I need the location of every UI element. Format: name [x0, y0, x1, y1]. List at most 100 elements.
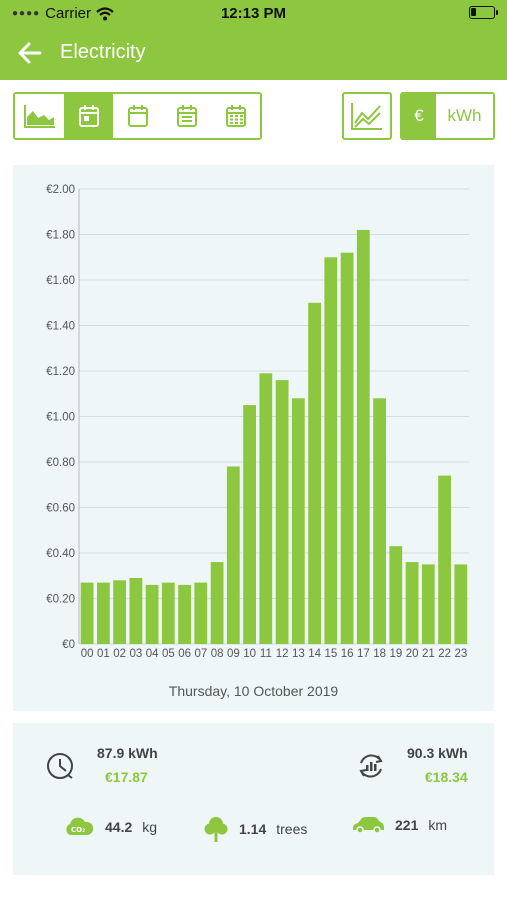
x-tick-label: 23 — [455, 648, 468, 660]
x-tick-label: 16 — [341, 648, 354, 660]
status-time: 12:13 PM — [220, 5, 287, 22]
co2-cloud-icon: CO₂ — [66, 817, 94, 835]
bar-hour-07[interactable] — [194, 582, 208, 644]
y-tick-label: €1.40 — [46, 321, 75, 333]
period-selector — [13, 92, 262, 140]
estimate-kwh: 90.3 kWh — [407, 745, 468, 761]
page-title: Electricity — [60, 41, 146, 63]
summary-estimate: 90.3 kWh €18.34 — [407, 745, 468, 785]
bar-hour-14[interactable] — [308, 302, 321, 645]
car-unit: km — [428, 817, 448, 833]
x-tick-label: 19 — [390, 648, 403, 660]
bar-hour-08[interactable] — [210, 562, 224, 644]
bar-hour-06[interactable] — [178, 584, 191, 644]
x-tick-label: 07 — [195, 648, 208, 660]
car-icon — [353, 817, 384, 834]
bar-hour-05[interactable] — [161, 582, 175, 644]
co2-unit: kg — [142, 819, 158, 835]
x-tick-label: 04 — [146, 648, 159, 660]
clock-icon — [47, 753, 73, 779]
trees-unit: trees — [276, 821, 308, 837]
co2-value: 44.2 — [105, 819, 133, 835]
calendar-year-icon — [225, 105, 246, 127]
y-tick-label: €0.80 — [46, 457, 75, 469]
bar-hour-11[interactable] — [259, 373, 273, 644]
bar-hour-09[interactable] — [226, 466, 240, 645]
bar-hour-19[interactable] — [389, 546, 403, 644]
x-tick-label: 20 — [406, 648, 419, 660]
battery-icon — [469, 6, 498, 19]
tab-week[interactable] — [113, 94, 162, 138]
x-tick-label: 13 — [292, 648, 305, 660]
co2-stat: CO₂ 44.2 kg — [63, 815, 157, 839]
bar-hour-16[interactable] — [340, 252, 354, 644]
bar-hour-02[interactable] — [113, 580, 126, 644]
bar-hour-00[interactable] — [80, 582, 94, 644]
carrier-name: Carrier — [45, 5, 92, 22]
y-tick-label: €0.60 — [46, 503, 75, 515]
status-bar: ●●●● Carrier 12:13 PM — [0, 0, 507, 26]
eco-stats: CO₂ 44.2 kg 1.14 trees 221 km — [13, 815, 494, 845]
unit-kwh-button[interactable]: kWh — [436, 94, 493, 138]
wifi-icon — [96, 6, 114, 20]
tab-overview[interactable] — [15, 94, 64, 138]
area-chart-icon — [23, 105, 55, 128]
x-tick-label: 17 — [357, 648, 370, 660]
x-tick-label: 12 — [276, 648, 289, 660]
bar-hour-15[interactable] — [324, 257, 338, 645]
calendar-month-icon — [176, 105, 197, 127]
toolbar: € kWh — [0, 92, 507, 140]
x-tick-label: 02 — [113, 648, 126, 660]
x-tick-label: 18 — [373, 648, 386, 660]
tab-month[interactable] — [162, 94, 211, 138]
bar-hour-17[interactable] — [356, 229, 370, 644]
bar-hour-12[interactable] — [275, 380, 289, 644]
summary-actual: 87.9 kWh €17.87 — [97, 745, 158, 785]
bar-hour-01[interactable] — [97, 582, 110, 644]
x-tick-label: 10 — [243, 648, 256, 660]
trend-toggle-button[interactable] — [342, 92, 392, 140]
bar-hour-18[interactable] — [373, 398, 386, 644]
chart-panel: €0 €0.20 €0.40 €0.60 €0.80 €1.00 €1.20 €1.40 €1.… — [13, 165, 494, 711]
estimate-cost: €18.34 — [424, 769, 468, 785]
x-tick-label: 15 — [325, 648, 338, 660]
trees-value: 1.14 — [239, 821, 267, 837]
tab-year[interactable] — [211, 94, 260, 138]
bar-hour-22[interactable] — [438, 475, 451, 644]
y-tick-label: €2.00 — [46, 184, 75, 196]
consumption-bar-chart: €0 €0.20 €0.40 €0.60 €0.80 €1.00 €1.20 €1.40 €1.… — [46, 184, 469, 660]
bar-hour-21[interactable] — [421, 564, 435, 644]
y-tick-label: €0.40 — [46, 548, 75, 560]
y-tick-label: €1.20 — [46, 366, 75, 378]
x-tick-label: 11 — [260, 648, 272, 660]
y-tick-label: €1.80 — [46, 230, 75, 242]
calendar-week-icon — [127, 105, 148, 127]
tree-icon — [204, 817, 228, 842]
x-tick-label: 09 — [227, 648, 240, 660]
refresh-chart-icon — [359, 754, 383, 778]
trend-line-icon — [351, 103, 382, 130]
bar-hour-20[interactable] — [405, 562, 419, 644]
bar-hour-23[interactable] — [454, 564, 468, 644]
unit-euro-button[interactable]: € — [402, 94, 436, 138]
bar-hour-03[interactable] — [129, 578, 143, 644]
x-tick-label: 08 — [211, 648, 224, 660]
bar-hour-04[interactable] — [145, 584, 159, 644]
tab-day[interactable] — [64, 94, 113, 138]
x-tick-label: 01 — [97, 648, 110, 660]
summary-panel: 87.9 kWh €17.87 90.3 kWh €18.34 CO₂ 44.2… — [13, 723, 494, 875]
x-tick-label: 03 — [130, 648, 143, 660]
y-tick-label: €1.60 — [46, 275, 75, 287]
x-tick-label: 05 — [162, 648, 175, 660]
bar-hour-10[interactable] — [243, 405, 256, 644]
x-tick-label: 14 — [308, 648, 321, 660]
unit-selector: € kWh — [400, 92, 495, 140]
car-value: 221 — [395, 817, 419, 833]
back-arrow-icon[interactable] — [16, 39, 44, 67]
actual-cost: €17.87 — [105, 769, 148, 785]
y-tick-label: €0 — [62, 639, 75, 651]
signal-icon: ●●●● — [12, 8, 41, 19]
bar-hour-13[interactable] — [291, 398, 305, 644]
trees-stat: 1.14 trees — [203, 815, 307, 843]
x-tick-label: 21 — [422, 648, 435, 660]
